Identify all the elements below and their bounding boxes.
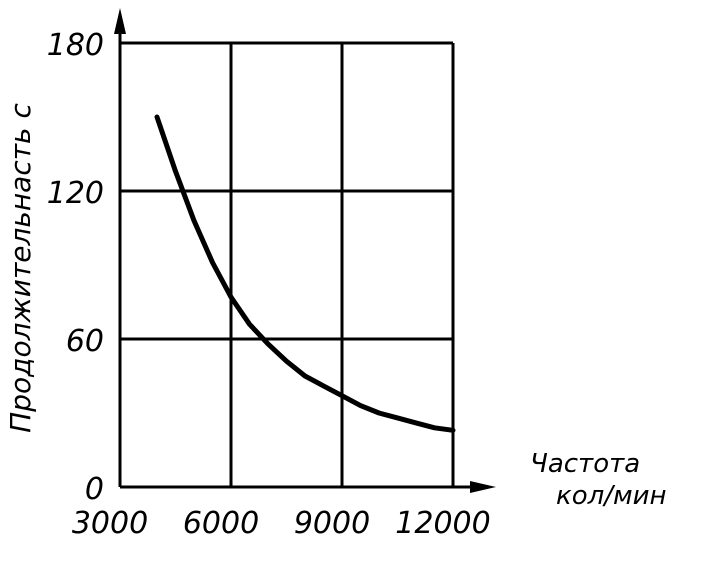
x-tick-label: 6000 <box>183 506 259 541</box>
series <box>154 114 456 433</box>
x-tick-label: 3000 <box>72 506 148 541</box>
y-tick-label: 180 <box>47 28 104 63</box>
x-tick-label: 9000 <box>294 506 370 541</box>
series-line-0 <box>154 114 456 433</box>
tick-labels: 3000 6000 9000 12000 0 60 120 180 <box>47 28 491 541</box>
y-tick-label: 60 <box>66 324 104 359</box>
y-axis-label: Продолжительнасть с <box>4 103 37 433</box>
grid <box>120 41 455 487</box>
x-axis-label-line2: кол/мин <box>556 481 667 511</box>
y-tick-label: 0 <box>85 472 104 507</box>
x-axis-arrow <box>470 481 496 493</box>
x-tick-label: 12000 <box>395 506 490 541</box>
x-axis-label-line1: Частота <box>530 449 640 479</box>
y-tick-label: 120 <box>47 176 104 211</box>
y-axis-arrow <box>114 8 126 34</box>
axes <box>114 8 496 493</box>
